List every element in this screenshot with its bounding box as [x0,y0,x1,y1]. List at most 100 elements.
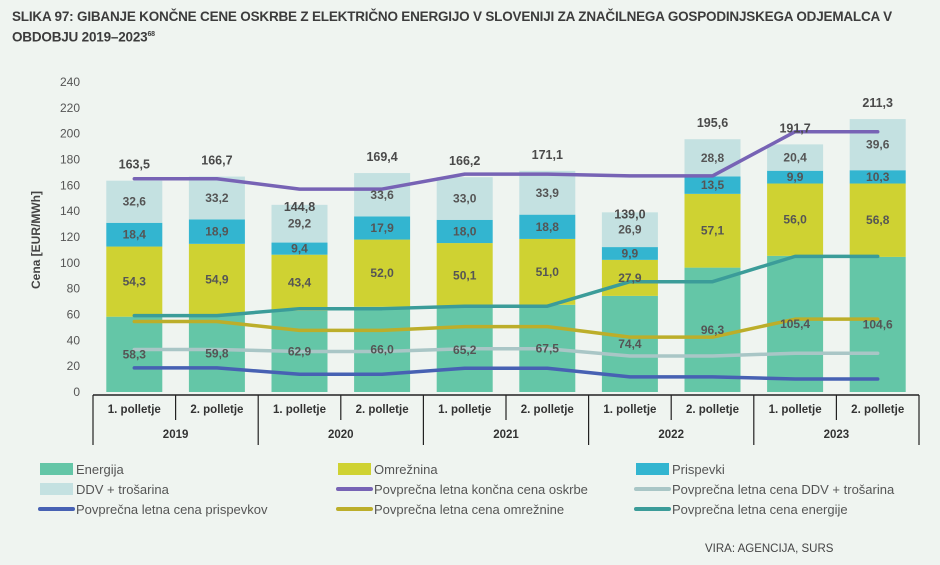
data-label: 105,4 [780,317,810,331]
x-tick-label: 1. polletje [438,404,491,416]
y-tick-label: 80 [67,282,81,296]
bar-segment-prispevki [106,222,163,247]
chart-title-text: SLIKA 97: GIBANJE KONČNE CENE OSKRBE Z E… [12,9,892,45]
line-povpre-na-letna-cena-energije [132,254,880,318]
legend-swatch [338,463,371,475]
legend-item: Povprečna letna cena omrežnine [336,502,564,517]
total-label: 171,1 [532,148,563,162]
x-year-label: 2023 [824,429,850,441]
bar-segment-ddv-tro-arina [519,170,576,215]
line-povpre-na-letna-cena-prispevkov [132,366,880,381]
bar-segment-prispevki [188,219,245,244]
data-label: 18,8 [536,220,560,234]
data-label: 18,0 [453,224,477,238]
data-label: 28,8 [701,151,725,165]
data-label: 74,4 [618,337,642,351]
data-label: 54,9 [205,272,229,286]
x-tick-label: 2. polletje [356,404,409,416]
y-axis-label: Cena [EUR/MWh] [29,191,43,289]
data-label: 33,2 [205,191,229,205]
x-tick-label: 1. polletje [603,404,656,416]
data-label: 56,8 [866,213,890,227]
bar-segment-omre-nina [106,246,163,317]
legend-label: Energija [76,462,124,477]
chart-title: SLIKA 97: GIBANJE KONČNE CENE OSKRBE Z E… [12,8,932,47]
data-label: 32,6 [123,195,147,209]
bar-segment-omre-nina [436,243,493,308]
y-tick-label: 20 [67,359,81,373]
data-label: 59,8 [205,346,229,360]
bar-segment-omre-nina [519,238,576,305]
x-tick-label: 2. polletje [686,404,739,416]
bar-segment-energija [106,316,163,392]
data-label: 52,0 [370,266,394,280]
y-tick-label: 240 [60,75,80,89]
bar-segment-omre-nina [601,259,658,296]
total-label: 166,2 [449,154,480,168]
bar-segment-omre-nina [767,183,824,256]
legend-item: DDV + trošarina [40,482,170,497]
y-tick-label: 220 [60,101,80,115]
line-povpre-na-letna-kon-na-cena-oskrbe [132,129,880,191]
x-year-label: 2020 [328,429,354,441]
legend-label: Prispevki [672,462,725,477]
data-label: 56,0 [783,213,807,227]
data-label: 54,3 [123,275,147,289]
bar-segment-energija [188,314,245,392]
y-tick-label: 140 [60,204,80,218]
bar-segment-prispevki [519,214,576,239]
x-year-label: 2021 [493,429,519,441]
data-label: 104,6 [863,317,893,331]
total-label: 191,7 [779,121,810,135]
y-tick-label: 200 [60,127,80,141]
data-label: 96,3 [701,323,725,337]
bar-segment-prispevki [767,170,824,184]
x-year-label: 2022 [658,429,684,441]
total-label: 195,6 [697,116,728,130]
data-label: 67,5 [536,341,560,355]
legend-item: Povprečna letna cena energije [634,502,848,517]
y-tick-label: 0 [73,385,80,399]
legend-label: Povprečna letna cena energije [672,502,848,517]
bar-segment-omre-nina [684,193,741,268]
data-label: 43,4 [288,276,312,290]
data-label: 58,3 [123,347,147,361]
data-label: 50,1 [453,268,477,282]
legend-label: Povprečna letna cena omrežnine [374,502,564,517]
legend-item: Omrežnina [338,462,438,477]
x-tick-label: 1. polletje [108,404,161,416]
data-label: 27,9 [618,271,642,285]
bar-segment-prispevki [271,242,328,255]
data-label: 29,2 [288,217,312,231]
legend-item: Povprečna letna končna cena oskrbe [336,482,588,497]
data-label: 39,6 [866,138,890,152]
bar-segment-omre-nina [849,183,906,257]
bar-segment-ddv-tro-arina [436,177,493,220]
bar-segment-omre-nina [354,239,411,307]
legend-item: Energija [40,462,124,477]
bar-segment-prispevki [436,219,493,244]
data-label: 20,4 [783,151,807,165]
bar-segment-prispevki [849,170,906,184]
bar-segment-omre-nina [271,254,328,311]
x-tick-label: 1. polletje [273,404,326,416]
source-note: VIRA: AGENCIJA, SURS [705,543,834,555]
bar-segment-omre-nina [188,243,245,315]
y-tick-label: 180 [60,153,80,167]
bar-segment-prispevki [354,216,411,240]
total-label: 169,4 [366,150,397,164]
data-label: 33,0 [453,192,477,206]
line-povpre-na-letna-cena-ddv-tro-arina [132,346,880,358]
legend-swatch [40,463,73,475]
y-tick-label: 100 [60,256,80,270]
bar-segment-ddv-tro-arina [106,180,163,223]
y-tick-label: 160 [60,178,80,192]
data-label: 51,0 [536,265,560,279]
bar-segment-ddv-tro-arina [849,119,906,171]
line-povpre-na-letna-cena-omre-nine [132,317,880,339]
data-label: 10,3 [866,170,890,184]
total-label: 211,3 [862,96,893,110]
data-label: 33,9 [536,186,560,200]
total-label: 163,5 [119,158,150,172]
